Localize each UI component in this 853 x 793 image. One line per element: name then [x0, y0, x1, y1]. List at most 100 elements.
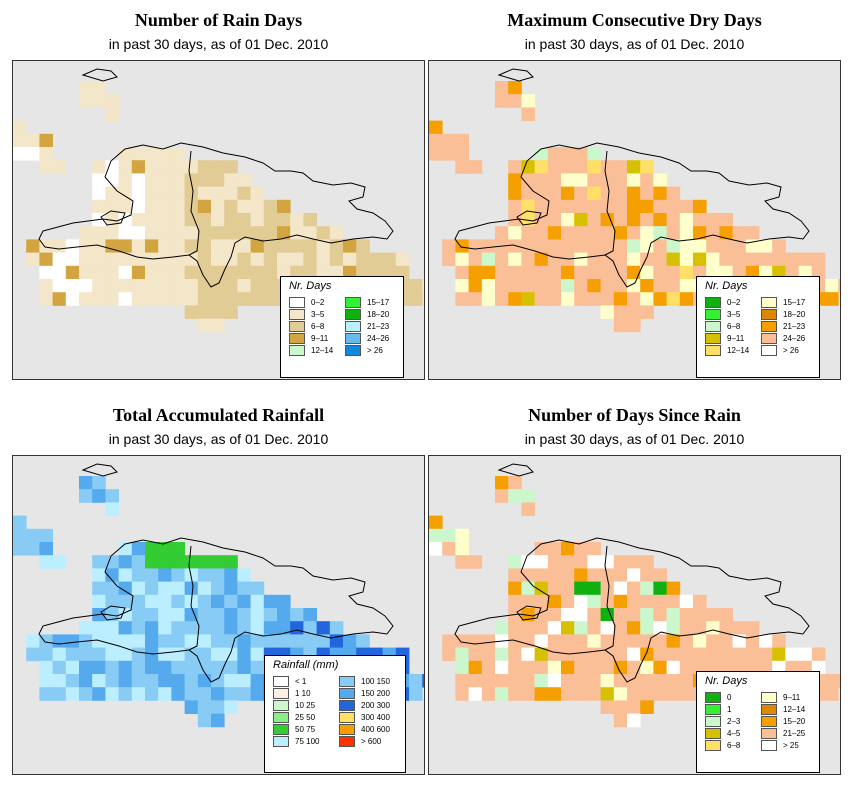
grid-cell — [455, 528, 469, 543]
grid-cell — [65, 687, 80, 701]
grid-cell — [653, 292, 667, 306]
grid-cell — [237, 581, 251, 596]
grid-cell — [521, 674, 535, 688]
grid-cell — [653, 634, 667, 648]
grid-cell — [600, 555, 615, 569]
legend-swatch — [761, 728, 777, 740]
grid-cell — [131, 279, 146, 293]
grid-cell — [534, 647, 549, 662]
grid-cell — [158, 581, 172, 596]
grid-cell — [574, 608, 588, 622]
grid-cell — [303, 226, 317, 240]
legend-swatch — [761, 716, 777, 728]
grid-cell — [39, 292, 53, 306]
grid-cell — [640, 239, 654, 253]
grid-cell — [521, 199, 535, 214]
legend-swatch — [273, 700, 289, 712]
grid-cell — [224, 305, 238, 319]
grid-cell — [105, 94, 119, 108]
map-canvas — [429, 68, 840, 333]
grid-cell — [653, 186, 667, 201]
grid-cell — [481, 265, 496, 280]
legend-label: 25 50 — [295, 713, 316, 723]
grid-cell — [508, 94, 522, 108]
grid-cell — [613, 160, 628, 174]
grid-cell — [131, 674, 146, 688]
grid-cell — [39, 634, 53, 648]
grid-cell — [587, 542, 601, 556]
coastline — [454, 537, 810, 683]
grid-cell — [224, 634, 238, 648]
grid-cell — [455, 133, 469, 148]
grid-cell — [521, 502, 535, 516]
grid-cell — [303, 213, 317, 227]
grid-cell — [521, 226, 535, 240]
grid-cell — [131, 239, 146, 253]
legend-item: 9–11 — [289, 333, 328, 345]
grid-cell — [455, 687, 469, 701]
grid-cell — [429, 528, 443, 543]
grid-cell — [92, 660, 106, 675]
legend-label: 300 400 — [361, 713, 390, 723]
grid-cell — [521, 647, 535, 662]
grid-cell — [693, 226, 707, 240]
legend-label: 4–5 — [727, 729, 741, 739]
legend-item: 15–17 — [761, 297, 805, 309]
grid-cell — [653, 265, 667, 280]
grid-cell — [105, 687, 119, 701]
legend-item: < 1 — [273, 676, 307, 688]
grid-cell — [732, 239, 747, 253]
legend-item: 3–5 — [289, 309, 324, 321]
grid-cell — [224, 292, 238, 306]
grid-cell — [92, 186, 106, 201]
grid-cell — [250, 252, 265, 267]
grid-cell — [587, 674, 601, 688]
grid-cell — [118, 147, 133, 161]
grid-cell — [79, 226, 93, 240]
grid-cell — [211, 305, 225, 319]
grid-cell — [118, 199, 133, 214]
grid-cell — [653, 594, 667, 609]
grid-cell — [145, 634, 159, 648]
legend-item: > 26 — [761, 345, 799, 357]
grid-cell — [627, 239, 641, 253]
legend-label: 1 — [727, 705, 732, 715]
grid-cell — [105, 489, 119, 503]
grid-cell — [613, 621, 628, 635]
grid-cell — [79, 292, 93, 306]
legend-label: < 1 — [295, 677, 307, 687]
grid-cell — [158, 199, 172, 214]
grid-cell — [171, 674, 185, 688]
legend-swatch — [339, 736, 355, 748]
grid-cell — [145, 647, 159, 662]
legend-label: 0 — [727, 693, 732, 703]
legend-swatch — [339, 712, 355, 724]
grid-cell — [250, 647, 265, 662]
legend-swatch — [705, 740, 721, 752]
grid-cell — [587, 239, 601, 253]
grid-cell — [719, 226, 733, 240]
legend-item: 18–20 — [761, 309, 805, 321]
grid-cell — [481, 252, 496, 267]
grid-cell — [105, 226, 119, 240]
grid-cell — [561, 213, 575, 227]
grid-cell — [534, 199, 549, 214]
grid-cell — [640, 279, 654, 293]
grid-cell — [197, 252, 212, 267]
grid-cell — [508, 674, 522, 688]
grid-cell — [640, 660, 654, 675]
grid-cell — [666, 279, 681, 293]
grid-cell — [561, 147, 575, 161]
grid-cell — [521, 265, 535, 280]
grid-cell — [303, 239, 317, 253]
legend-swatch — [705, 333, 721, 345]
grid-cell — [600, 213, 615, 227]
grid-cell — [627, 265, 641, 280]
grid-cell — [455, 555, 469, 569]
grid-cell — [237, 568, 251, 582]
legend-swatch — [345, 309, 361, 321]
panel-title: Number of Days Since Rain — [528, 405, 741, 425]
grid-cell — [263, 608, 278, 622]
legend-label: 12–14 — [311, 346, 334, 356]
legend-item: 12–14 — [289, 345, 334, 357]
